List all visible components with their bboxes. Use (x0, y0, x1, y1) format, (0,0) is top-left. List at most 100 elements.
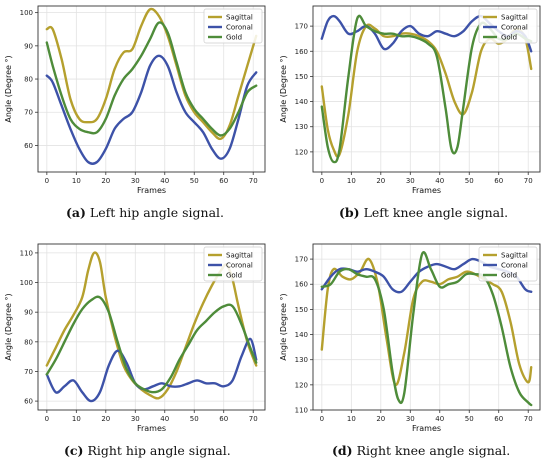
plot-frame (312, 243, 541, 411)
y-tick-label: 150 (295, 306, 308, 314)
x-axis-label: Frames (412, 186, 441, 195)
x-tick-label: 40 (435, 177, 444, 185)
x-tick-label: 60 (219, 177, 228, 185)
y-tick-label: 150 (295, 73, 308, 81)
y-tick-label: 60 (24, 142, 33, 150)
y-tick-label: 70 (24, 109, 33, 117)
x-tick-label: 50 (465, 177, 474, 185)
y-tick-label: 120 (295, 148, 308, 156)
x-tick-label: 70 (249, 415, 258, 423)
series-line-gold (320, 251, 533, 407)
legend-label-gold: Gold (501, 272, 517, 280)
y-tick-label: 100 (20, 279, 33, 287)
legend-label-sagittal: Sagittal (226, 252, 253, 260)
series-line-sagittal (320, 23, 533, 158)
legend-label-sagittal: Sagittal (501, 252, 528, 260)
x-tick-label: 70 (524, 415, 533, 423)
right-hip-chart: 0 10 20 30 40 50 60 70 60 70 80 90 100 110 Frames Angle… (4, 243, 266, 433)
x-tick-label: 20 (376, 415, 385, 423)
y-axis-label: Angle (Degree °) (279, 293, 288, 360)
left-knee-chart: 0 10 20 30 40 50 60 70 120 130 140 150 160 170 Frames A… (279, 5, 541, 195)
caption-label: (c) (64, 443, 84, 458)
x-tick-label: 30 (406, 415, 415, 423)
y-tick-label: 110 (20, 249, 33, 257)
y-tick-label: 170 (295, 23, 308, 31)
x-tick-label: 60 (494, 415, 503, 423)
left-hip-chart: 0 10 20 30 40 50 60 70 60 70 80 90 100 Frames Angle (D… (4, 5, 266, 195)
caption-text: Left hip angle signal. (89, 205, 225, 220)
series-line-sagittal (45, 7, 258, 141)
x-tick-label: 60 (219, 415, 228, 423)
y-axis-label: Angle (Degree °) (4, 293, 13, 360)
x-tick-label: 0 (45, 177, 49, 185)
caption-label: (b) (339, 205, 360, 220)
x-tick-label: 10 (347, 415, 356, 423)
series-line-sagittal (320, 257, 533, 387)
y-tick-label: 140 (295, 98, 308, 106)
caption-text: Right hip angle signal. (87, 443, 231, 458)
y-tick-label: 90 (24, 309, 33, 317)
legend-label-sagittal: Sagittal (226, 14, 253, 22)
legend-label-coronal: Coronal (226, 262, 253, 270)
legend-label-gold: Gold (226, 34, 242, 42)
x-tick-label: 10 (72, 415, 81, 423)
legend-label-gold: Gold (226, 272, 242, 280)
caption-label: (a) (66, 205, 86, 220)
x-tick-label: 10 (347, 177, 356, 185)
x-tick-label: 30 (131, 415, 140, 423)
x-tick-label: 0 (320, 415, 324, 423)
y-tick-label: 140 (295, 331, 308, 339)
legend-label-gold: Gold (501, 34, 517, 42)
caption-right-knee: (d) Right knee angle signal. (332, 443, 510, 458)
y-tick-label: 160 (295, 48, 308, 56)
x-axis-label: Frames (412, 424, 441, 433)
x-tick-label: 20 (101, 177, 110, 185)
x-tick-label: 0 (320, 177, 324, 185)
caption-label: (d) (332, 443, 353, 458)
legend-label-coronal: Coronal (226, 24, 253, 32)
x-tick-label: 50 (465, 415, 474, 423)
y-tick-label: 100 (20, 9, 33, 17)
y-axis-label: Angle (Degree °) (279, 55, 288, 122)
plot-frame (312, 5, 541, 173)
caption-text: Left knee angle signal. (363, 205, 509, 220)
caption-text: Right knee angle signal. (356, 443, 511, 458)
y-tick-label: 80 (24, 76, 33, 84)
plot-frame (37, 5, 266, 173)
series-line-coronal (45, 54, 258, 165)
x-tick-label: 10 (72, 177, 81, 185)
y-tick-label: 120 (295, 381, 308, 389)
series-line-gold (45, 295, 258, 394)
x-tick-label: 50 (190, 415, 199, 423)
series-line-gold (45, 21, 258, 137)
legend-label-sagittal: Sagittal (501, 14, 528, 22)
caption-right-hip: (c) Right hip angle signal. (64, 443, 231, 458)
plot-frame (37, 243, 266, 411)
y-tick-label: 80 (24, 338, 33, 346)
x-axis-label: Frames (137, 186, 166, 195)
series-line-coronal (45, 337, 258, 403)
x-tick-label: 50 (190, 177, 199, 185)
x-tick-label: 20 (101, 415, 110, 423)
legend-label-coronal: Coronal (501, 262, 528, 270)
y-tick-label: 130 (295, 123, 308, 131)
y-tick-label: 110 (295, 407, 308, 415)
y-tick-label: 160 (295, 281, 308, 289)
x-axis-label: Frames (137, 424, 166, 433)
x-tick-label: 0 (45, 415, 49, 423)
caption-left-hip: (a) Left hip angle signal. (66, 205, 224, 220)
x-tick-label: 30 (406, 177, 415, 185)
y-tick-label: 90 (24, 42, 33, 50)
x-tick-label: 20 (376, 177, 385, 185)
x-tick-label: 70 (249, 177, 258, 185)
y-tick-label: 130 (295, 356, 308, 364)
right-knee-chart: 0 10 20 30 40 50 60 70 110 120 130 140 150 160 170 Fram… (279, 243, 541, 433)
x-tick-label: 70 (524, 177, 533, 185)
y-tick-label: 70 (24, 368, 33, 376)
y-tick-label: 60 (24, 398, 33, 406)
caption-left-knee: (b) Left knee angle signal. (339, 205, 508, 220)
x-tick-label: 30 (131, 177, 140, 185)
y-axis-label: Angle (Degree °) (4, 55, 13, 122)
x-tick-label: 40 (160, 177, 169, 185)
x-tick-label: 40 (435, 415, 444, 423)
